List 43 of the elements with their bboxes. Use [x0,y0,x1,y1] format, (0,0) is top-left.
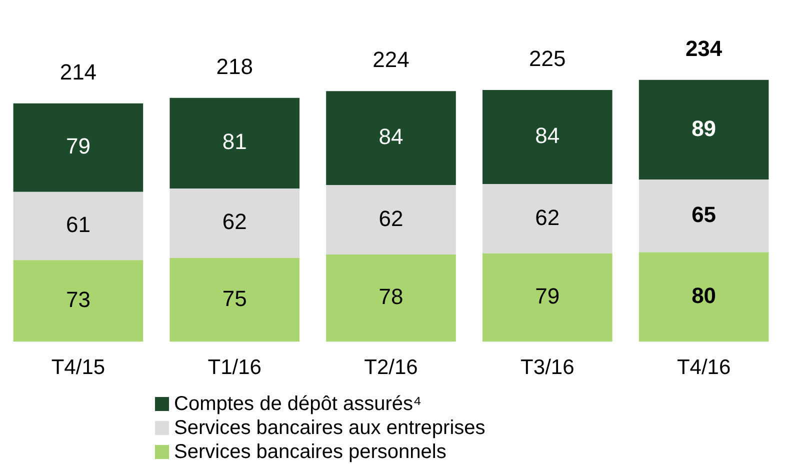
bar [638,252,769,342]
data-label: 80 [692,283,716,308]
total-label: 234 [685,36,723,61]
x-tick-label: T4/15 [51,356,106,380]
data-label: 84 [378,124,404,150]
legend-label: Services bancaires personnels [174,440,446,464]
total-label: 214 [60,59,97,84]
bar [482,253,612,342]
bar [482,184,612,254]
x-tick-label: T1/16 [208,356,262,380]
data-label: 89 [692,116,716,141]
legend-label: Services bancaires aux entreprises [174,416,486,440]
data-label: 78 [378,284,404,310]
total-label: 224 [372,47,410,72]
x-tick-label: T3/16 [520,356,574,380]
total-label: 225 [529,46,566,72]
data-label: 79 [535,284,560,309]
data-label: 81 [222,129,247,154]
bar [170,98,300,188]
data-label: 65 [692,202,716,227]
bar [170,188,300,258]
bar [170,258,300,342]
bar [13,260,144,342]
bar [638,180,769,252]
data-label: 62 [222,209,247,234]
data-label: 75 [222,286,247,311]
data-label: 62 [378,206,404,231]
bar [638,80,769,180]
x-tick-label: T4/16 [676,356,731,380]
bar [326,91,456,186]
bar [482,90,612,184]
total-label: 218 [216,54,253,79]
data-label: 62 [535,204,560,230]
x-tick-label: T2/16 [364,356,418,380]
bar [13,192,144,260]
data-label: 84 [535,123,560,148]
data-label: 61 [66,212,90,238]
bar [326,185,456,255]
data-label: 73 [66,287,90,312]
data-label: 79 [66,134,90,159]
legend-label: Comptes de dépôt assurés⁴ [174,392,422,416]
bar [326,254,456,342]
bar [13,103,144,192]
